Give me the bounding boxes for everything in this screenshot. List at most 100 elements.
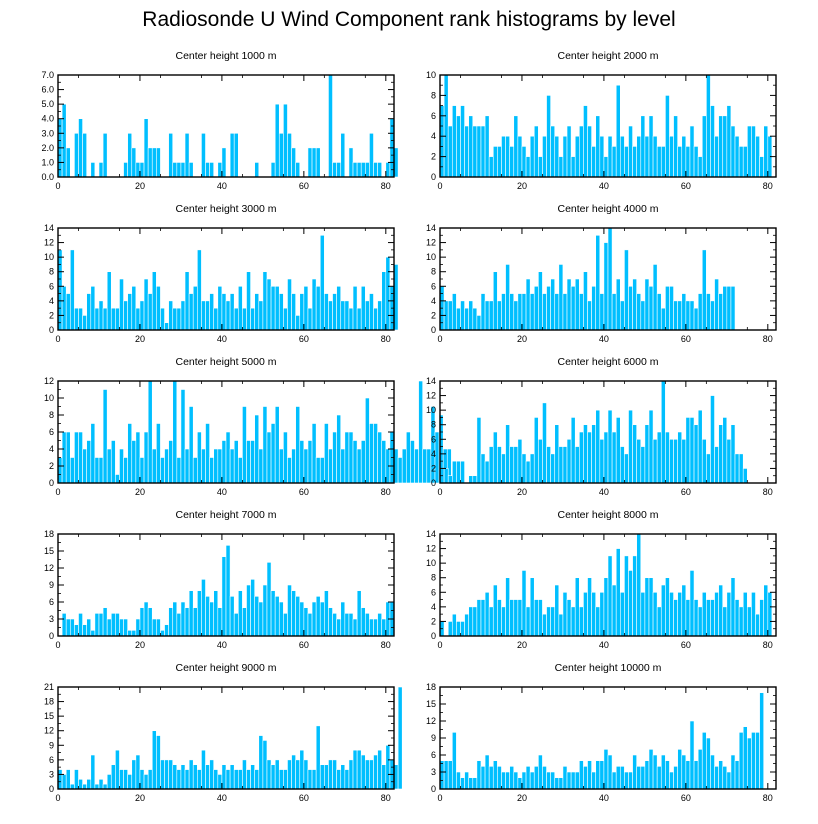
- histogram-bar: [648, 285, 654, 331]
- x-tick-label: 80: [763, 334, 773, 344]
- histogram-bar: [505, 577, 510, 637]
- histogram-bar: [151, 147, 157, 178]
- histogram-bar: [673, 766, 678, 790]
- histogram-bar: [755, 135, 760, 178]
- histogram-bar: [644, 135, 650, 178]
- histogram-bar: [513, 300, 519, 331]
- histogram-bar: [250, 579, 255, 637]
- histogram-bar: [607, 555, 613, 637]
- histogram-bar: [587, 760, 592, 790]
- histogram-bar: [701, 591, 707, 637]
- y-tick-label: 0: [49, 478, 54, 488]
- histogram-bar: [505, 771, 510, 790]
- histogram-bar: [135, 162, 141, 178]
- histogram-bar: [422, 448, 428, 484]
- y-tick-label: 3: [49, 769, 54, 779]
- histogram-bar: [472, 777, 478, 790]
- histogram-bar: [74, 431, 79, 484]
- histogram-bar: [501, 293, 506, 331]
- histogram-bar: [628, 570, 633, 637]
- histogram-bar: [110, 764, 116, 790]
- histogram-bar: [447, 300, 453, 331]
- histogram-bar: [447, 760, 453, 790]
- histogram-bar: [501, 135, 506, 178]
- histogram-bar: [324, 590, 329, 637]
- histogram-bar: [201, 749, 206, 790]
- histogram-bar: [266, 278, 272, 331]
- x-tick-label: 0: [437, 181, 442, 191]
- y-tick-label: 15: [44, 711, 54, 721]
- histogram-bar: [192, 457, 198, 484]
- y-tick-label: 10: [44, 393, 54, 403]
- histogram-bar: [718, 584, 724, 637]
- histogram-bar: [299, 440, 305, 484]
- histogram-bar: [291, 448, 296, 484]
- histogram-bar: [652, 264, 658, 331]
- x-tick-label: 20: [135, 793, 145, 803]
- histogram-bar: [615, 84, 621, 178]
- histogram-bar: [734, 599, 740, 637]
- y-tick-label: 15: [426, 699, 436, 709]
- histogram-bar: [562, 293, 568, 331]
- histogram-bar: [624, 453, 629, 484]
- y-tick-label: 4: [431, 602, 436, 612]
- histogram-bar: [328, 74, 333, 178]
- histogram-bar: [648, 409, 654, 484]
- histogram-bar: [78, 431, 83, 484]
- histogram-bar: [443, 760, 449, 790]
- histogram-bar: [595, 409, 601, 484]
- histogram-bar: [352, 162, 358, 178]
- y-tick-label: 12: [44, 563, 54, 573]
- histogram-bar: [521, 771, 527, 790]
- y-tick-label: 15: [44, 546, 54, 556]
- histogram-bar: [566, 125, 572, 178]
- histogram-bar: [451, 732, 457, 790]
- histogram-bar: [123, 300, 128, 331]
- histogram-bar: [681, 293, 687, 331]
- x-tick-label: 60: [681, 640, 691, 650]
- histogram-bar: [385, 256, 391, 331]
- histogram-bar: [246, 271, 251, 331]
- histogram-bar: [262, 584, 268, 637]
- histogram-bar: [652, 438, 658, 484]
- histogram-bar: [706, 293, 711, 331]
- histogram-bar: [344, 300, 350, 331]
- histogram-bar: [336, 618, 342, 637]
- x-tick-label: 20: [517, 334, 527, 344]
- histogram-bar: [660, 584, 666, 637]
- x-tick-label: 40: [599, 793, 609, 803]
- y-tick-label: 2: [431, 310, 436, 320]
- histogram-bar: [550, 453, 556, 484]
- y-tick-label: 6: [431, 434, 436, 444]
- histogram-bar: [484, 115, 490, 178]
- histogram-bar: [61, 774, 67, 790]
- x-tick-label: 80: [381, 334, 391, 344]
- histogram-bar: [611, 146, 617, 178]
- histogram-bar: [722, 417, 728, 484]
- histogram-bar: [254, 769, 260, 790]
- histogram-bar: [480, 293, 486, 331]
- histogram-bar: [464, 307, 469, 331]
- histogram-bar: [352, 749, 358, 790]
- histogram-bar: [131, 147, 137, 178]
- page-title: Radiosonde U Wind Component rank histogr…: [142, 8, 676, 31]
- x-tick-label: 40: [599, 487, 609, 497]
- histogram-bar: [303, 607, 309, 637]
- histogram-bar: [315, 285, 321, 331]
- histogram-bar: [689, 125, 695, 178]
- histogram-bar: [480, 599, 486, 637]
- histogram-bar: [693, 599, 699, 637]
- histogram-bar: [583, 424, 588, 484]
- histogram-bar: [86, 293, 92, 331]
- histogram-bar: [270, 764, 276, 790]
- histogram-bar: [90, 285, 96, 331]
- histogram-bar: [270, 285, 276, 331]
- panel-6: Center height 6000 m 0 2 4 6 8 10 12 14 0 20 40 60 80: [426, 356, 777, 497]
- histogram-bar: [119, 618, 124, 637]
- histogram-bar: [513, 771, 519, 790]
- y-tick-label: 0: [431, 172, 436, 182]
- histogram-bar: [677, 146, 683, 178]
- histogram-bar: [262, 271, 268, 331]
- histogram-bar: [640, 446, 646, 484]
- histogram-bar: [632, 146, 637, 178]
